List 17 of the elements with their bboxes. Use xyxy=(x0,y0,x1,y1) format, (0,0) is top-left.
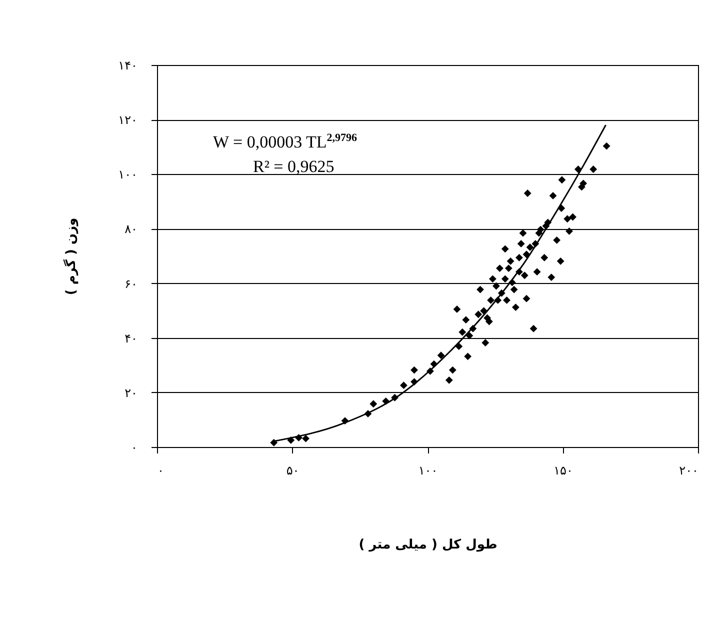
y-tick-label: ۸۰ xyxy=(124,222,138,236)
x-tick-label: ۱۵۰ xyxy=(554,464,573,478)
x-tick-label: ۱۰۰ xyxy=(418,464,438,478)
y-tick-label: ۱۴۰ xyxy=(118,58,138,72)
y-axis-title: وزن ( گرم ) xyxy=(63,218,80,296)
x-tick-label: ۰ xyxy=(158,464,164,478)
x-axis-title: طول کل ( میلی متر ) xyxy=(358,538,498,552)
x-tick-label: ۵۰ xyxy=(286,464,300,478)
y-tick-label: ۱۰۰ xyxy=(118,168,138,182)
y-tick-label: ۰ xyxy=(131,440,138,454)
y-tick-label: ۶۰ xyxy=(124,276,138,291)
x-tick-label: ۲۰۰ xyxy=(679,464,698,478)
y-tick-label: ۴۰ xyxy=(124,331,138,346)
annotation: R² = 0,9625 xyxy=(253,157,334,177)
y-tick-label: ۲۰ xyxy=(124,386,138,400)
y-tick-label: ۱۲۰ xyxy=(118,113,138,128)
annotation: W = 0,00003 TL$^{2,9796}$ xyxy=(213,132,358,153)
